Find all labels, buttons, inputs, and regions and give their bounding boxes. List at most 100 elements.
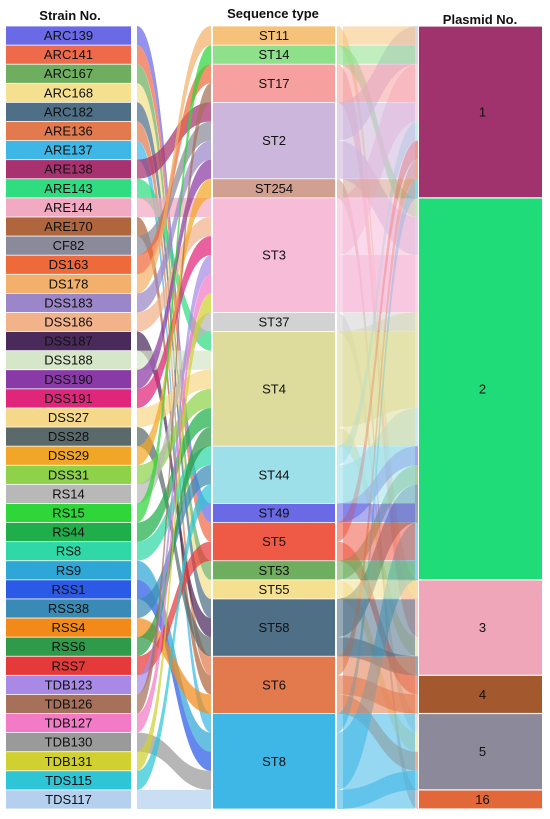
strain-label: DSS188 bbox=[44, 353, 92, 368]
strain-label: ARC182 bbox=[44, 104, 93, 119]
strain-node-tds115: TDS115 bbox=[6, 771, 131, 790]
plasmid-bar-4 bbox=[419, 675, 542, 713]
strain-node-cf82: CF82 bbox=[6, 236, 131, 255]
strain-node-rss6: RSS6 bbox=[6, 637, 131, 656]
st-node-st55: ST55 bbox=[213, 580, 415, 599]
strain-bar-dss187 bbox=[6, 331, 131, 351]
strain-bar-rss6 bbox=[6, 637, 131, 656]
plasmid-label: 2 bbox=[479, 381, 486, 396]
st-node-st14: ST14 bbox=[213, 45, 415, 64]
st-label: ST53 bbox=[258, 563, 289, 578]
st-label: ST14 bbox=[258, 47, 289, 62]
strain-node-ds163: DS163 bbox=[6, 255, 131, 274]
strain-label: ARE138 bbox=[44, 162, 92, 177]
strain-bar-rs15 bbox=[6, 503, 131, 523]
strain-bar-rs44 bbox=[6, 522, 131, 542]
st-band-st4 bbox=[343, 331, 415, 446]
strain-label: RS15 bbox=[52, 505, 85, 520]
strain-node-dss188: DSS188 bbox=[6, 351, 131, 370]
plasmid-node-4: 4 bbox=[419, 675, 542, 713]
st-node-st6: ST6 bbox=[213, 656, 415, 714]
plasmid-label: 1 bbox=[479, 104, 486, 119]
link-rss6-to-st4 bbox=[137, 427, 211, 657]
strain-bar-arc168 bbox=[6, 83, 131, 102]
strain-bar-tdb126 bbox=[6, 694, 131, 714]
strain-bar-ds163 bbox=[6, 255, 131, 274]
st-bar-st8 bbox=[213, 713, 335, 809]
st-band-st254 bbox=[343, 179, 415, 198]
strain-bar-dss188 bbox=[6, 351, 131, 370]
st-band-st3 bbox=[343, 198, 415, 313]
plasmid-column-title: Plasmid No. bbox=[443, 12, 517, 27]
st-node-st5: ST5 bbox=[213, 522, 415, 561]
strain-node-arc139: ARC139 bbox=[6, 26, 131, 45]
strain-bar-are136 bbox=[6, 121, 131, 141]
strain-label: ARE144 bbox=[44, 200, 92, 215]
strain-label: TDB126 bbox=[45, 696, 93, 711]
link-cf82-to-st2 bbox=[137, 121, 211, 256]
strain-node-dss183: DSS183 bbox=[6, 293, 131, 313]
st-node-st3: ST3 bbox=[213, 198, 415, 313]
strain-label: RSS1 bbox=[52, 582, 86, 597]
strain-node-are143: ARE143 bbox=[6, 179, 131, 198]
strain-bar-are137 bbox=[6, 140, 131, 160]
st-label: ST5 bbox=[262, 534, 286, 549]
link-tdb127-to-st3 bbox=[137, 274, 211, 733]
strain-node-dss28: DSS28 bbox=[6, 427, 131, 446]
strain-node-are136: ARE136 bbox=[6, 121, 131, 141]
st-label: ST58 bbox=[258, 620, 289, 635]
link-st58-to-plasmid-2 bbox=[337, 484, 418, 638]
link-rs9-to-st8 bbox=[137, 560, 211, 752]
st-band-st53 bbox=[343, 561, 415, 580]
strain-bar-ds178 bbox=[6, 274, 131, 293]
st-label: ST17 bbox=[258, 76, 289, 91]
st-band-st55 bbox=[343, 580, 415, 599]
strain-node-tdb130: TDB130 bbox=[6, 733, 131, 752]
strain-bar-rs14 bbox=[6, 484, 131, 504]
strain-label: RS14 bbox=[52, 486, 85, 501]
strain-node-dss27: DSS27 bbox=[6, 408, 131, 427]
strain-label: DSS190 bbox=[44, 372, 92, 387]
strain-label: DSS191 bbox=[44, 391, 92, 406]
st-label: ST4 bbox=[262, 381, 286, 396]
strain-label: RS8 bbox=[56, 544, 81, 559]
plasmid-label: 16 bbox=[475, 792, 489, 807]
strain-node-rss7: RSS7 bbox=[6, 656, 131, 675]
strain-label: RSS4 bbox=[52, 620, 86, 635]
st-bar-st5 bbox=[213, 522, 335, 561]
strain-node-rs15: RS15 bbox=[6, 503, 131, 523]
st-bar-st3 bbox=[213, 198, 335, 313]
plasmid-node-16: 16 bbox=[419, 790, 542, 809]
strain-label: ARE170 bbox=[44, 219, 92, 234]
link-dss29-to-st254 bbox=[137, 178, 211, 466]
strain-bar-rss7 bbox=[6, 656, 131, 675]
strain-node-dss29: DSS29 bbox=[6, 446, 131, 465]
st-bar-st2 bbox=[213, 102, 335, 179]
strain-node-dss191: DSS191 bbox=[6, 389, 131, 408]
strain-node-dss186: DSS186 bbox=[6, 312, 131, 332]
st-node-st58: ST58 bbox=[213, 599, 415, 656]
strain-bar-dss29 bbox=[6, 446, 131, 465]
st-node-st4: ST4 bbox=[213, 331, 415, 446]
st-bar-st55 bbox=[213, 580, 335, 599]
st-bar-st11 bbox=[213, 26, 335, 45]
strain-bar-rss4 bbox=[6, 618, 131, 637]
st-label: ST6 bbox=[262, 677, 286, 692]
link-tds115-to-st44 bbox=[137, 484, 211, 790]
st-label: ST254 bbox=[255, 181, 293, 196]
strain-bar-tdb127 bbox=[6, 713, 131, 733]
strain-bar-dss31 bbox=[6, 465, 131, 484]
strain-bar-tdb130 bbox=[6, 733, 131, 752]
st-node-st17: ST17 bbox=[213, 64, 415, 102]
strain-label: ARC168 bbox=[44, 85, 93, 100]
link-tdb123-to-st3 bbox=[137, 255, 211, 695]
st-band-st49 bbox=[343, 503, 415, 523]
link-tdb131-to-st3 bbox=[137, 293, 211, 771]
strain-label: DSS31 bbox=[48, 467, 89, 482]
st-band-st14 bbox=[343, 45, 415, 64]
st-node-st53: ST53 bbox=[213, 561, 415, 580]
strain-node-rs9: RS9 bbox=[6, 561, 131, 580]
strain-node-arc182: ARC182 bbox=[6, 102, 131, 122]
strain-label: RSS6 bbox=[52, 639, 86, 654]
